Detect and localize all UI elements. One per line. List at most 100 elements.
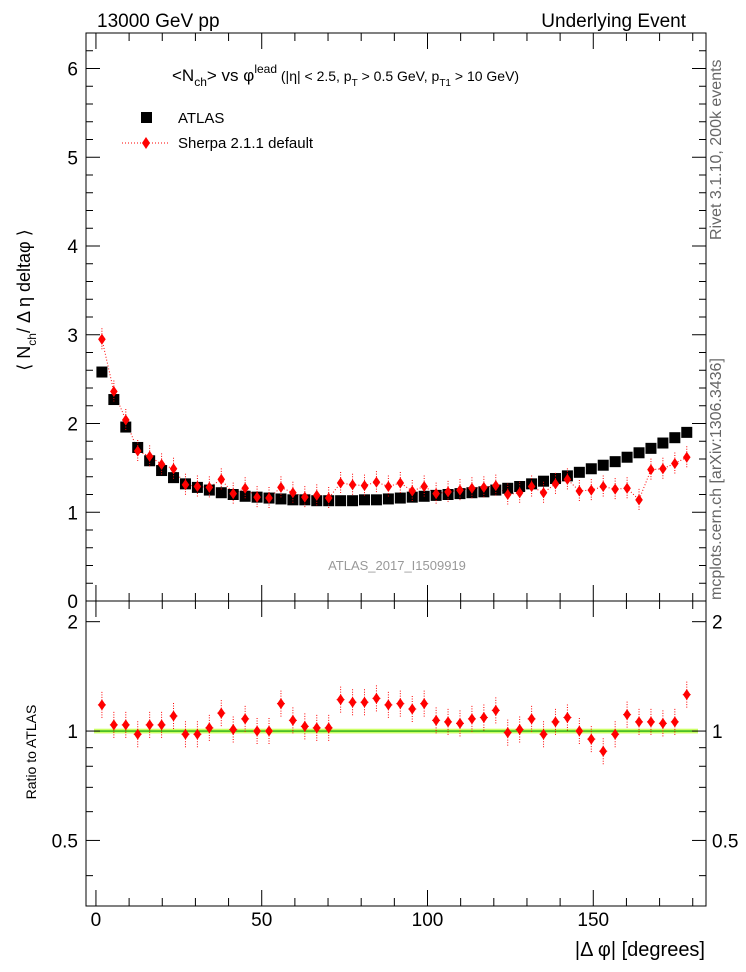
main-y-tick-label: 3: [67, 326, 78, 347]
ratio-point: [659, 717, 667, 729]
sherpa-point: [563, 473, 572, 485]
ratio-y-tick-label: 1: [67, 722, 78, 743]
ratio-point: [527, 713, 536, 725]
ratio-y-tick-label-right: 0.5: [712, 831, 738, 852]
title-part-pt1: > 10 GeV): [451, 68, 519, 84]
x-tick-labels: 0 50 100 150: [91, 910, 609, 931]
atlas-point: [168, 472, 180, 484]
atlas-point: [502, 482, 514, 494]
sherpa-point: [671, 457, 679, 469]
ratio-point: [336, 694, 345, 706]
ratio-point: [241, 713, 249, 725]
ratio-y-tick-label: 2: [67, 613, 78, 634]
ratio-point: [539, 728, 548, 740]
ratio-point: [265, 725, 273, 737]
main-chart-title: <Nch> vs φlead (|η| < 2.5, pT > 0.5 GeV,…: [172, 62, 519, 89]
sherpa-point: [253, 491, 261, 503]
atlas-point: [645, 442, 657, 454]
ratio-point: [420, 698, 428, 710]
ratio-y-tick-label: 0.5: [52, 831, 78, 852]
ratio-point: [229, 723, 238, 735]
ratio-point: [647, 716, 655, 728]
sherpa-point: [527, 481, 536, 493]
atlas-point: [96, 366, 108, 378]
ratio-data-points: [97, 681, 691, 765]
ratio-point: [432, 714, 440, 726]
sherpa-point: [133, 445, 142, 457]
main-y-tick-label: 2: [67, 415, 78, 436]
sherpa-point: [121, 414, 130, 426]
x-tick-label: 50: [251, 910, 272, 931]
ratio-panel-ticks: [86, 601, 706, 906]
ratio-point: [121, 719, 130, 731]
sherpa-point: [635, 494, 643, 506]
sherpa-point: [515, 487, 524, 499]
sherpa-point: [360, 480, 369, 492]
ratio-point: [623, 709, 631, 721]
legend-atlas-marker: [141, 112, 152, 123]
ratio-point: [348, 696, 357, 708]
sherpa-point: [623, 482, 631, 494]
ratio-point: [468, 713, 476, 725]
sherpa-point: [659, 463, 667, 475]
ratio-point: [301, 720, 309, 732]
sherpa-point: [181, 479, 190, 491]
atlas-point: [275, 493, 287, 505]
atlas-point: [347, 495, 359, 507]
main-panel-ticks: [86, 32, 706, 602]
sherpa-point: [157, 458, 166, 470]
atlas-point: [681, 426, 693, 438]
sherpa-point: [444, 486, 452, 498]
title-part-mid: > vs φ: [207, 66, 254, 85]
atlas-point: [335, 495, 347, 507]
atlas-point: [359, 494, 371, 506]
ratio-point: [217, 707, 226, 719]
sherpa-point: [480, 481, 488, 493]
sherpa-point: [599, 481, 608, 493]
header-right-label: Underlying Event: [541, 11, 686, 32]
sherpa-point: [575, 485, 584, 497]
main-y-axis-label: ⟨ Nch/ Δ η deltaφ ⟩: [14, 229, 39, 371]
sherpa-point: [503, 489, 512, 500]
ratio-point: [682, 689, 691, 701]
title-part-pre: <N: [172, 66, 194, 85]
atlas-point: [514, 481, 526, 493]
ratio-point: [599, 745, 608, 757]
ratio-point: [110, 719, 118, 731]
sherpa-point: [265, 492, 273, 504]
legend: ATLAS Sherpa 2.1.1 default: [122, 110, 314, 152]
sherpa-point: [551, 478, 560, 490]
ratio-panel-frame: [85, 600, 707, 907]
title-sub-t: T: [352, 78, 358, 89]
ratio-point: [611, 728, 619, 740]
atlas-point: [239, 490, 251, 502]
atlas-point: [406, 491, 418, 503]
sherpa-dotted-line: [101, 339, 688, 501]
x-tick-label: 0: [91, 910, 102, 931]
atlas-point: [585, 463, 597, 475]
ratio-point: [312, 722, 321, 734]
sherpa-point: [647, 464, 655, 476]
ratio-point: [157, 719, 166, 731]
sherpa-point: [277, 481, 285, 493]
atlas-point: [215, 487, 227, 499]
sherpa-point: [468, 482, 476, 494]
sherpa-point: [301, 491, 309, 503]
ratio-point: [575, 725, 584, 737]
ratio-point: [515, 723, 524, 735]
sherpa-data-points: [98, 328, 691, 511]
ratio-reference: [94, 728, 698, 734]
ratio-y-tick-label-right: 1: [712, 722, 723, 743]
ratio-point: [360, 696, 369, 708]
ratio-point: [587, 733, 596, 745]
ratio-y-axis-label: Ratio to ATLAS: [23, 705, 39, 800]
sherpa-point: [336, 477, 345, 489]
legend-sherpa-label: Sherpa 2.1.1 default: [178, 135, 314, 152]
main-y-tick-labels: 0 1 2 3 4 5 6: [67, 60, 78, 614]
sherpa-point: [217, 473, 226, 485]
ratio-point: [444, 716, 452, 728]
sherpa-point: [169, 463, 178, 475]
title-part-eta: (|η| < 2.5, p: [277, 68, 352, 84]
title-sup-lead: lead: [254, 62, 277, 76]
atlas-point: [621, 451, 633, 463]
